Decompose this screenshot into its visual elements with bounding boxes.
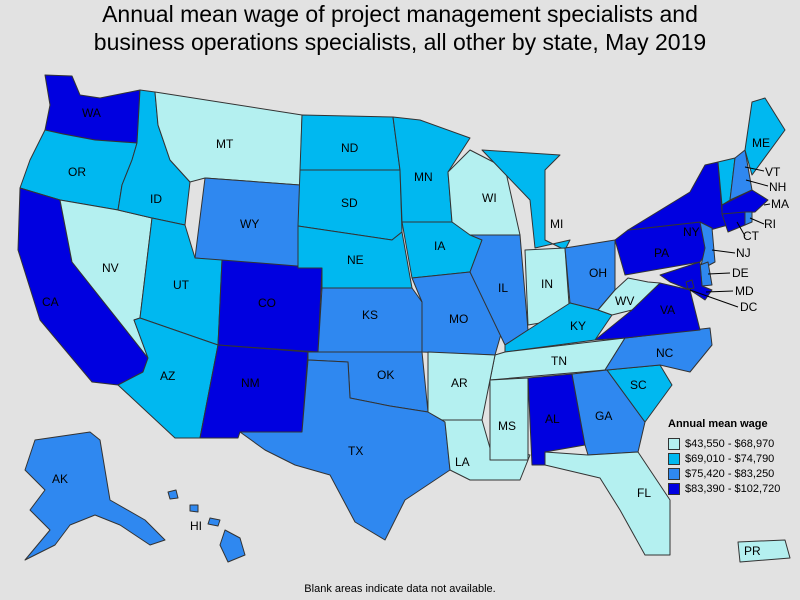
label-ne: NE bbox=[347, 253, 364, 267]
label-tx: TX bbox=[348, 444, 363, 458]
footnote: Blank areas indicate data not available. bbox=[304, 583, 496, 595]
map-title-line-2: business operations specialists, all oth… bbox=[93, 29, 707, 55]
label-ks: KS bbox=[362, 308, 378, 322]
label-ok: OK bbox=[377, 368, 394, 382]
legend-swatch-4 bbox=[668, 482, 680, 495]
legend-label-4: $83,390 - $102,720 bbox=[685, 482, 781, 495]
label-or: OR bbox=[68, 165, 86, 179]
label-dc: DC bbox=[740, 300, 758, 314]
label-ma: MA bbox=[771, 197, 789, 211]
legend-title: Annual mean wage bbox=[668, 418, 768, 430]
state-ma[interactable] bbox=[721, 189, 769, 215]
state-hi-maui[interactable] bbox=[207, 517, 221, 527]
state-pr[interactable] bbox=[737, 539, 791, 563]
label-hi: HI bbox=[190, 519, 202, 533]
label-tn: TN bbox=[551, 354, 567, 368]
label-il: IL bbox=[498, 281, 508, 295]
legend-swatch-2 bbox=[668, 452, 680, 465]
legend-label-1: $43,550 - $68,970 bbox=[685, 437, 775, 450]
legend-item-2: $69,010 - $74,790 bbox=[668, 451, 798, 466]
state-nm[interactable] bbox=[199, 344, 309, 439]
label-pr: PR bbox=[744, 544, 761, 558]
label-ct: CT bbox=[743, 229, 760, 243]
state-me[interactable] bbox=[744, 97, 786, 176]
state-ri[interactable] bbox=[744, 211, 753, 226]
label-me: ME bbox=[752, 136, 770, 150]
label-de: DE bbox=[732, 266, 749, 280]
label-ny: NY bbox=[683, 225, 700, 239]
label-nj: NJ bbox=[736, 246, 751, 260]
state-md[interactable] bbox=[659, 261, 713, 301]
label-wi: WI bbox=[482, 191, 497, 205]
label-leader-lines bbox=[689, 166, 771, 308]
label-nh: NH bbox=[769, 180, 786, 194]
state-tx[interactable] bbox=[239, 359, 451, 541]
label-ca: CA bbox=[42, 295, 59, 309]
state-ms[interactable] bbox=[489, 377, 529, 461]
legend: Annual mean wage $43,550 - $68,970 $69,0… bbox=[668, 418, 798, 496]
label-wy: WY bbox=[240, 217, 259, 231]
state-fl[interactable] bbox=[544, 451, 671, 556]
state-la[interactable] bbox=[441, 419, 531, 481]
label-al: AL bbox=[545, 412, 560, 426]
label-ky: KY bbox=[570, 319, 586, 333]
legend-item-3: $75,420 - $83,250 bbox=[668, 466, 798, 481]
label-co: CO bbox=[258, 296, 276, 310]
label-wv: WV bbox=[615, 294, 634, 308]
label-id: ID bbox=[150, 192, 162, 206]
label-mt: MT bbox=[216, 137, 234, 151]
state-hi-oahu[interactable] bbox=[189, 504, 199, 513]
label-sc: SC bbox=[630, 378, 647, 392]
map-title: Annual mean wage of project management s… bbox=[0, 0, 800, 56]
label-mn: MN bbox=[414, 170, 433, 184]
state-dc[interactable] bbox=[685, 279, 695, 290]
label-ri: RI bbox=[764, 217, 776, 231]
legend-item-4: $83,390 - $102,720 bbox=[668, 481, 798, 496]
label-ms: MS bbox=[498, 419, 516, 433]
state-hi-kauai[interactable] bbox=[167, 489, 179, 500]
label-la: LA bbox=[455, 455, 470, 469]
state-hi-big-island[interactable] bbox=[219, 529, 246, 563]
label-nm: NM bbox=[241, 376, 260, 390]
label-mi: MI bbox=[550, 217, 563, 231]
label-va: VA bbox=[660, 303, 675, 317]
label-oh: OH bbox=[589, 266, 607, 280]
label-ar: AR bbox=[451, 376, 468, 390]
label-nc: NC bbox=[656, 346, 674, 360]
label-ga: GA bbox=[595, 409, 612, 423]
state-ak[interactable] bbox=[24, 431, 166, 561]
label-nv: NV bbox=[102, 261, 119, 275]
state-wv[interactable] bbox=[597, 277, 661, 316]
label-sd: SD bbox=[341, 196, 358, 210]
label-vt: VT bbox=[765, 165, 781, 179]
legend-swatch-1 bbox=[668, 437, 680, 450]
label-fl: FL bbox=[637, 486, 651, 500]
state-labels: WA OR CA NV ID MT WY UT AZ CO NM ND SD N… bbox=[42, 106, 789, 558]
legend-label-2: $69,010 - $74,790 bbox=[685, 452, 775, 465]
label-in: IN bbox=[541, 277, 553, 291]
state-ny[interactable] bbox=[627, 161, 729, 231]
map-title-line-1: Annual mean wage of project management s… bbox=[102, 1, 698, 27]
label-mo: MO bbox=[449, 312, 468, 326]
label-az: AZ bbox=[160, 369, 175, 383]
label-ut: UT bbox=[173, 278, 190, 292]
label-ak: AK bbox=[52, 472, 68, 486]
legend-item-1: $43,550 - $68,970 bbox=[668, 436, 798, 451]
legend-swatch-3 bbox=[668, 467, 680, 480]
label-md: MD bbox=[735, 284, 754, 298]
label-wa: WA bbox=[82, 106, 101, 120]
state-hi-islands bbox=[167, 489, 246, 563]
label-ia: IA bbox=[434, 239, 445, 253]
label-pa: PA bbox=[654, 246, 669, 260]
legend-label-3: $75,420 - $83,250 bbox=[685, 467, 775, 480]
label-nd: ND bbox=[341, 141, 359, 155]
